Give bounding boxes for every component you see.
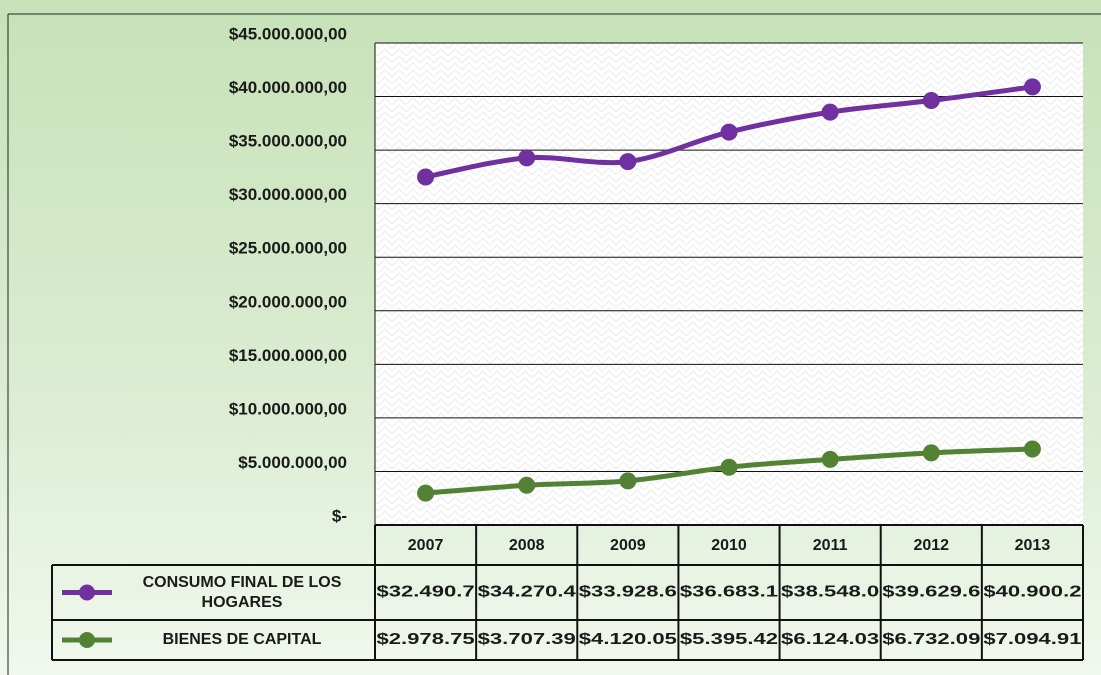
table-cell: $34.270.4 bbox=[478, 584, 576, 601]
data-point bbox=[417, 168, 435, 186]
data-point bbox=[922, 92, 940, 110]
x-tick-label: 2013 bbox=[1015, 537, 1051, 554]
legend-marker bbox=[79, 584, 95, 601]
y-tick-label: $5.000.000,00 bbox=[238, 453, 347, 472]
table-cell: $3.707.39 bbox=[478, 631, 576, 648]
table-cell: $6.732.09 bbox=[882, 631, 980, 648]
table-cell: $4.120.05 bbox=[579, 631, 677, 648]
x-tick-label: 2012 bbox=[913, 537, 949, 554]
data-point bbox=[1023, 440, 1041, 458]
table-cell: $2.978.75 bbox=[377, 631, 475, 648]
x-tick-label: 2007 bbox=[408, 537, 444, 554]
data-point bbox=[720, 123, 738, 141]
data-point bbox=[619, 153, 637, 171]
y-tick-label: $20.000.000,00 bbox=[229, 292, 347, 311]
data-point bbox=[821, 450, 839, 468]
y-tick-label: $10.000.000,00 bbox=[229, 399, 347, 418]
table-cell: $7.094.91 bbox=[983, 631, 1081, 648]
legend-label: CONSUMO FINAL DE LOS HOGARES bbox=[142, 573, 342, 611]
table-cell: $36.683.1 bbox=[680, 584, 778, 601]
y-tick-label: $40.000.000,00 bbox=[229, 78, 347, 97]
data-point bbox=[518, 149, 536, 167]
data-point bbox=[619, 472, 637, 490]
table-cell: $5.395.42 bbox=[680, 631, 778, 648]
data-point bbox=[518, 476, 536, 494]
table-cell: $39.629.6 bbox=[882, 584, 980, 601]
y-tick-label: $- bbox=[332, 506, 347, 525]
y-tick-label: $30.000.000,00 bbox=[229, 185, 347, 204]
data-point bbox=[922, 444, 940, 462]
y-tick-label: $35.000.000,00 bbox=[229, 132, 347, 151]
x-tick-label: 2008 bbox=[509, 537, 545, 554]
data-point bbox=[821, 103, 839, 121]
x-tick-label: 2011 bbox=[813, 537, 848, 554]
y-tick-label: $45.000.000,00 bbox=[229, 24, 347, 43]
table-cell: $33.928.6 bbox=[579, 584, 677, 601]
x-tick-label: 2009 bbox=[610, 537, 646, 554]
legend-label: BIENES DE CAPITAL bbox=[162, 631, 322, 648]
table-cell: $38.548.0 bbox=[781, 584, 879, 601]
plot-area bbox=[375, 43, 1083, 525]
x-tick-label: 2010 bbox=[711, 537, 747, 554]
table-cell: $40.900.2 bbox=[983, 584, 1081, 601]
table-cell: $6.124.03 bbox=[781, 631, 879, 648]
legend-marker bbox=[79, 632, 95, 648]
y-tick-label: $25.000.000,00 bbox=[229, 239, 347, 258]
y-tick-label: $15.000.000,00 bbox=[229, 346, 347, 365]
data-point bbox=[720, 458, 738, 476]
data-point bbox=[417, 484, 435, 502]
data-point bbox=[1023, 78, 1041, 96]
table-cell: $32.490.7 bbox=[377, 584, 475, 601]
